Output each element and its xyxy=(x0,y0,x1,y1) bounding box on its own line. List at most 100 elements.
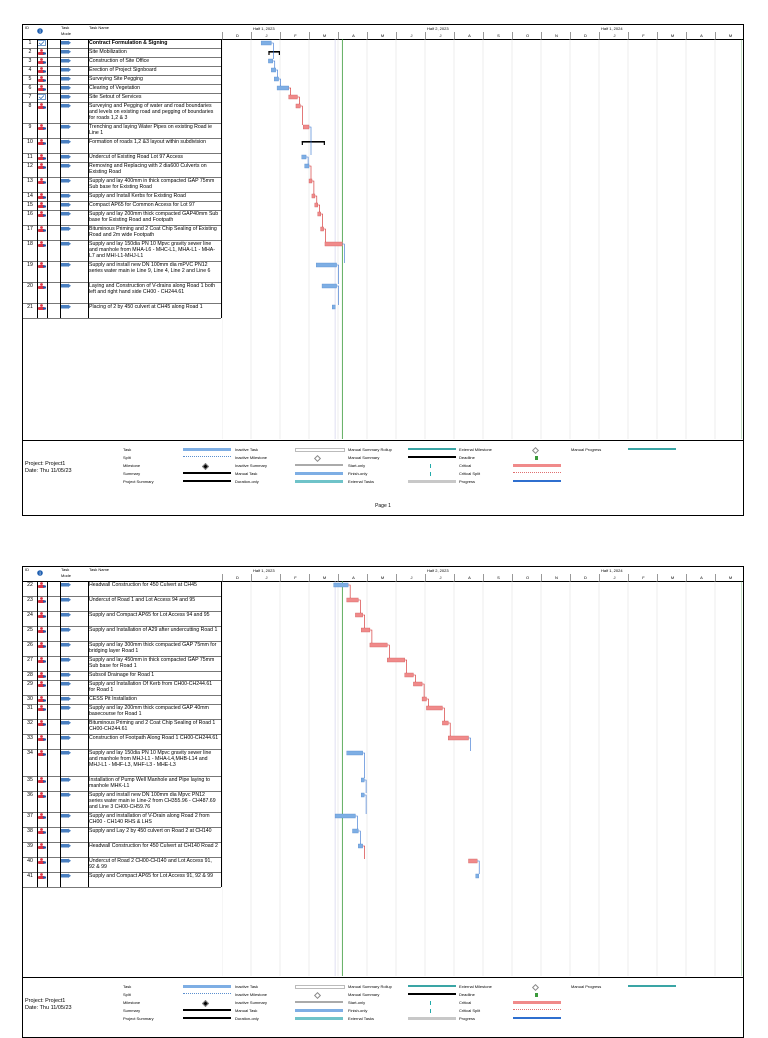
task-bar[interactable] xyxy=(334,813,356,819)
critical-task-bar[interactable] xyxy=(308,178,313,184)
task-row[interactable]: 13 Supply and lay 400mm in thick compacte… xyxy=(23,177,221,193)
task-row[interactable]: 3 Construction of Site Office xyxy=(23,57,221,67)
critical-task-bar[interactable] xyxy=(346,597,359,603)
critical-task-bar[interactable] xyxy=(421,696,427,702)
critical-task-bar[interactable] xyxy=(369,642,388,648)
task-row[interactable]: 21 Placing of 2 by 450 culvert at CH45 al… xyxy=(23,303,221,319)
task-row[interactable]: 9 Trenching and laying Water Pipes on exi… xyxy=(23,123,221,139)
task-row[interactable]: 15 Compact AP65 for Common Access for Lot… xyxy=(23,201,221,211)
task-row[interactable]: 27 Supply and lay 450mm in thick compacte… xyxy=(23,656,221,672)
task-row[interactable]: 6 Clearing of Vegetation xyxy=(23,84,221,94)
task-row[interactable]: 25 Supply and Installation of A29 after u… xyxy=(23,626,221,642)
auto-schedule-icon xyxy=(61,627,71,633)
task-row[interactable]: 10 Formation of roads 1,2 &3 layout withi… xyxy=(23,138,221,154)
task-name: Construction of Footpath Along Road 1 CH… xyxy=(89,734,219,741)
task-row[interactable]: 41 Supply and Compact AP65 for Lot Access… xyxy=(23,872,221,888)
task-id: 17 xyxy=(27,226,33,232)
critical-task-bar[interactable] xyxy=(404,672,414,678)
critical-task-bar[interactable] xyxy=(468,858,478,864)
task-bar[interactable] xyxy=(333,582,349,588)
critical-task-bar[interactable] xyxy=(295,103,301,109)
critical-task-bar[interactable] xyxy=(447,735,469,741)
task-id: 32 xyxy=(27,720,33,726)
task-bar[interactable] xyxy=(316,262,337,268)
task-row[interactable]: 18 Supply and lay 150dia PN 10 Mpvc gravi… xyxy=(23,240,221,262)
task-row[interactable]: 17 Bituminous Priming and 2 Coat Chip Sea… xyxy=(23,225,221,241)
critical-task-bar[interactable] xyxy=(426,705,443,711)
critical-task-bar[interactable] xyxy=(324,241,343,247)
task-row[interactable]: 23 Undercut of Road 1 and Lot Access 94 a… xyxy=(23,596,221,612)
task-row[interactable]: 40 Undercut of Road 2 CH00-CH140 and Lot … xyxy=(23,857,221,873)
task-row[interactable]: 22 Headwall Construction for 450 Culvert … xyxy=(23,581,221,597)
critical-task-bar[interactable] xyxy=(314,202,319,208)
mode-header-line2: Mode xyxy=(61,573,72,578)
critical-task-bar[interactable] xyxy=(302,124,310,130)
task-bar[interactable] xyxy=(475,873,479,879)
task-bar[interactable] xyxy=(271,67,276,73)
critical-task-bar[interactable] xyxy=(355,612,363,618)
task-bar[interactable] xyxy=(260,40,272,46)
task-bar[interactable] xyxy=(276,85,289,91)
task-row[interactable]: 31 Supply and lay 200mm thick compacted G… xyxy=(23,704,221,720)
task-row[interactable]: 36 Supply and install new DN 100mm dia Mp… xyxy=(23,791,221,813)
task-row[interactable]: 4 Erection of Project Signboard xyxy=(23,66,221,76)
task-bar[interactable] xyxy=(358,843,363,849)
summary-bar[interactable] xyxy=(301,141,325,143)
task-row[interactable]: 2 Site Mobilization xyxy=(23,48,221,58)
task-row[interactable]: 29 Supply and Installation Of Kerb from C… xyxy=(23,680,221,696)
auto-schedule-icon xyxy=(61,813,71,819)
auto-schedule-icon xyxy=(61,735,71,741)
task-row[interactable]: 33 Construction of Footpath Along Road 1 … xyxy=(23,734,221,750)
timescale-half: Half 1, 2023 xyxy=(253,26,275,31)
critical-task-bar[interactable] xyxy=(442,720,449,726)
summary-bar[interactable] xyxy=(268,51,280,53)
task-row[interactable]: 28 Subsoil Drainage for Road 1 xyxy=(23,671,221,681)
task-row[interactable]: 11 Undercut of Existing Road Lot 97 Acces… xyxy=(23,153,221,163)
task-bar[interactable] xyxy=(321,283,337,289)
task-row[interactable]: 20 Laying and Construction of V-drains al… xyxy=(23,282,221,304)
task-row[interactable]: 35 Installation of Pump Well Manhole and … xyxy=(23,776,221,792)
task-row[interactable]: 16 Supply and lay 200mm thick compacted G… xyxy=(23,210,221,226)
task-bar[interactable] xyxy=(352,828,359,834)
task-row[interactable]: 7 Site Setout of Services xyxy=(23,93,221,103)
col-mode-header: Task Mode xyxy=(61,25,71,37)
task-bar[interactable] xyxy=(268,58,273,64)
task-bar[interactable] xyxy=(360,777,365,783)
legend-swatch xyxy=(531,446,540,455)
task-row[interactable]: 32 Bituminous Priming and 2 Coat Chip Sea… xyxy=(23,719,221,735)
task-bar[interactable] xyxy=(331,304,336,310)
task-row[interactable]: 19 Supply and install new DN 100mm dia mP… xyxy=(23,261,221,283)
critical-task-bar[interactable] xyxy=(288,94,298,100)
legend-swatch xyxy=(430,1001,433,1005)
critical-task-bar[interactable] xyxy=(317,211,321,217)
legend-label: Manual Task xyxy=(235,1008,258,1013)
critical-task-bar[interactable] xyxy=(413,681,423,687)
task-row[interactable]: 34 Supply and lay 150dia PN 10 Mpvc gravi… xyxy=(23,749,221,777)
critical-task-bar[interactable] xyxy=(360,627,371,633)
task-row[interactable]: 14 Supply and Install Kerbs for Existing … xyxy=(23,192,221,202)
critical-task-bar[interactable] xyxy=(311,193,316,199)
timescale-month: J xyxy=(599,574,629,581)
dependency-link xyxy=(288,87,291,95)
task-row[interactable]: 26 Supply and lay 300mm thick compacted G… xyxy=(23,641,221,657)
col-id-header: ID xyxy=(25,567,29,572)
critical-task-bar[interactable] xyxy=(320,226,324,232)
critical-task-bar[interactable] xyxy=(387,657,405,663)
auto-schedule-icon xyxy=(61,193,71,199)
task-row[interactable]: 1 Contract Formulation & Signing xyxy=(23,39,221,49)
page-number: Page 1 xyxy=(375,503,391,509)
task-row[interactable]: 12 Removing and Replacing with 2 dia600 C… xyxy=(23,162,221,178)
task-row[interactable]: 38 Supply and Lay 2 by 450 culvert on Roa… xyxy=(23,827,221,843)
task-bar[interactable] xyxy=(346,750,363,756)
task-row[interactable]: 37 Supply and installation of V-Drain alo… xyxy=(23,812,221,828)
task-row[interactable]: 39 Headwall Construction for 450 Culvert … xyxy=(23,842,221,858)
legend-swatch xyxy=(628,448,676,450)
task-bar[interactable] xyxy=(304,163,310,169)
task-bar[interactable] xyxy=(360,792,365,798)
task-row[interactable]: 5 Surveying Site Pegging xyxy=(23,75,221,85)
task-bar[interactable] xyxy=(274,76,279,82)
task-row[interactable]: 8 Surveying and Pegging of water and road… xyxy=(23,102,221,124)
task-row[interactable]: 30 CESS Pit Installation xyxy=(23,695,221,705)
task-row[interactable]: 24 Supply and Compact AP65 for Lot Access… xyxy=(23,611,221,627)
task-bar[interactable] xyxy=(301,154,307,160)
